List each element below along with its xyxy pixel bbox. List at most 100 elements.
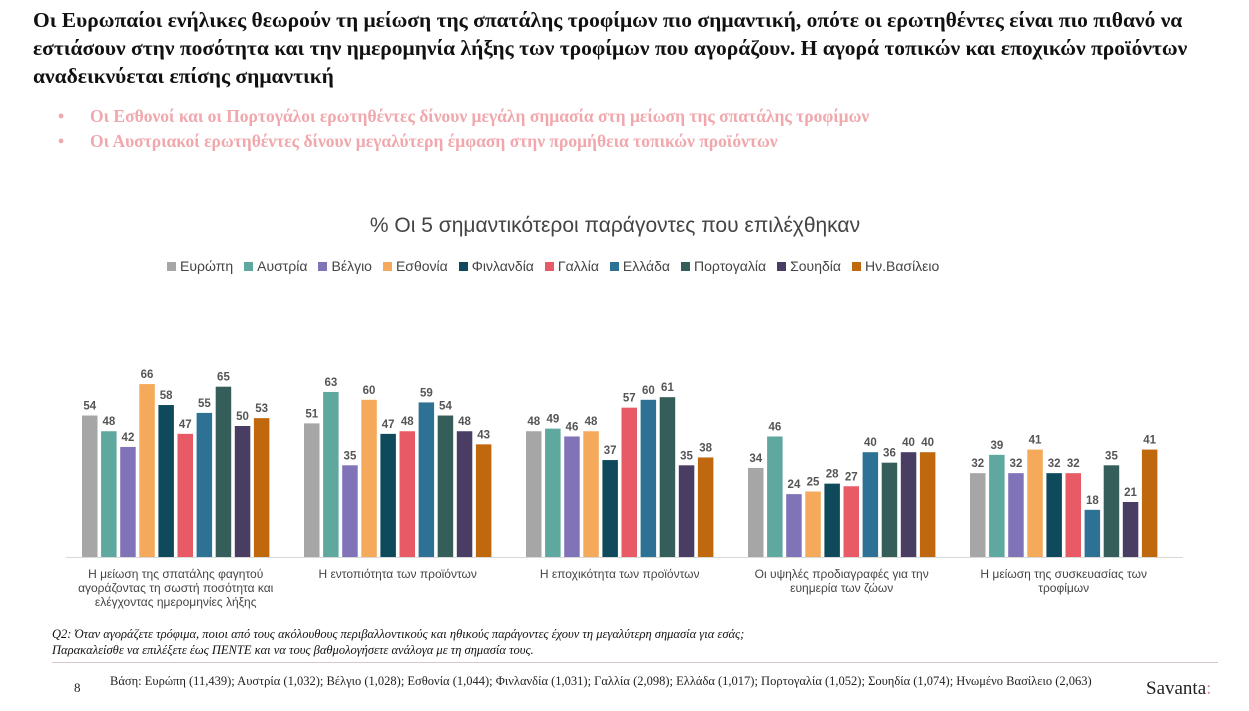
- data-label: 32: [1010, 458, 1023, 470]
- bar: [177, 433, 193, 557]
- bar: [621, 407, 637, 557]
- bar: [418, 402, 435, 557]
- data-label: 39: [990, 440, 1003, 452]
- bar: [526, 431, 542, 557]
- bar: [1065, 473, 1081, 557]
- legend-swatch: [544, 261, 554, 271]
- bar: [1027, 449, 1043, 557]
- data-label: 50: [236, 411, 249, 423]
- data-label: 18: [1086, 495, 1099, 507]
- data-label: 63: [324, 377, 337, 389]
- bar: [1122, 501, 1139, 557]
- legend-swatch: [458, 261, 468, 271]
- bar: [786, 494, 802, 557]
- data-label: 60: [642, 385, 655, 397]
- data-label: 28: [826, 469, 839, 481]
- legend-label: Εσθονία: [395, 258, 448, 274]
- legend-item: Ην.Βασίλειο: [852, 258, 939, 274]
- bar: [602, 460, 618, 557]
- key-finding-text: Οι Αυστριακοί ερωτηθέντες δίνουν μεγαλύτ…: [90, 131, 778, 151]
- data-label: 58: [160, 390, 173, 402]
- bullet-marker: •: [58, 131, 65, 151]
- bar: [82, 415, 98, 557]
- bar: [881, 462, 898, 557]
- bar: [215, 386, 232, 557]
- legend-item: Πορτογαλία: [681, 258, 766, 274]
- data-label: 40: [921, 437, 934, 449]
- data-label: 42: [122, 432, 135, 444]
- data-label: 53: [255, 403, 268, 415]
- data-label: 25: [807, 477, 820, 489]
- data-label: 38: [699, 442, 712, 454]
- legend-label: Ην.Βασίλειο: [865, 258, 940, 274]
- data-label: 48: [527, 416, 540, 428]
- chart-title: % Οι 5 σημαντικότεροι παράγοντες που επι…: [369, 214, 861, 237]
- data-label: 43: [477, 429, 490, 441]
- category-label: ευημερία των ζώων: [790, 581, 893, 595]
- key-findings: • Οι Εσθονοί και οι Πορτογάλοι ερωτηθέντε…: [58, 104, 1208, 154]
- key-finding: • Οι Εσθονοί και οι Πορτογάλοι ερωτηθέντε…: [58, 104, 1208, 129]
- category-label: Η μείωση της σπατάλης φαγητού: [88, 567, 263, 581]
- legend-item: Φινλανδία: [458, 258, 534, 274]
- bar: [640, 399, 657, 557]
- data-label: 65: [217, 372, 230, 384]
- bar: [437, 415, 454, 557]
- data-label: 49: [546, 414, 559, 426]
- legend-swatch: [681, 261, 691, 271]
- data-label: 40: [902, 437, 915, 449]
- bar: [843, 486, 859, 557]
- legend-swatch: [852, 261, 861, 271]
- bar: [900, 452, 917, 557]
- bar: [101, 431, 117, 557]
- data-label: 32: [971, 458, 984, 470]
- data-label: 57: [623, 393, 636, 405]
- savanta-logo: Savanta:: [1146, 678, 1211, 700]
- data-label: 60: [363, 385, 376, 397]
- key-finding: • Οι Αυστριακοί ερωτηθέντες δίνουν μεγαλύ…: [58, 129, 1208, 154]
- data-label: 37: [604, 445, 617, 457]
- legend-swatch: [318, 261, 328, 271]
- data-label: 55: [198, 398, 211, 410]
- question-footnote: Q2: Όταν αγοράζετε τρόφιμα, ποιοι από το…: [52, 626, 1212, 658]
- bar: [767, 436, 783, 557]
- category-label: αγοράζοντας τη σωστή ποσότητα και: [78, 581, 274, 595]
- data-label: 47: [382, 419, 395, 431]
- bar: [399, 431, 415, 557]
- bar: [1103, 465, 1120, 557]
- bar: [970, 473, 986, 557]
- bar: [456, 431, 473, 557]
- data-label: 21: [1124, 487, 1137, 499]
- legend-item: Ελλάδα: [609, 258, 671, 274]
- data-label: 48: [458, 416, 471, 428]
- question-text: Q2: Όταν αγοράζετε τρόφιμα, ποιοι από το…: [52, 627, 745, 641]
- data-label: 35: [680, 450, 693, 462]
- bar: [824, 483, 840, 557]
- legend-item: Σουηδία: [777, 258, 841, 274]
- bar: [583, 431, 599, 557]
- data-label: 32: [1048, 458, 1061, 470]
- bar: [919, 452, 936, 557]
- bar: [1046, 473, 1062, 557]
- bar: [564, 436, 580, 557]
- brand-name: Savanta: [1146, 678, 1207, 699]
- bar-chart: 54 48 42 66 58 47 55 65 50 53 Η μείωση της σπατάλη…: [66, 369, 1183, 609]
- category-label: Η εποχικότητα των προϊόντων: [540, 567, 700, 581]
- data-label: 54: [439, 401, 452, 413]
- bar: [380, 433, 396, 557]
- bar: [697, 457, 714, 557]
- question-instruction: Παρακαλείσθε να επιλέξετε έως ΠΕΝΤΕ και …: [52, 643, 534, 657]
- category-label: Η εντοπιότητα των προϊόντων: [318, 567, 476, 581]
- brand-mark: :: [1206, 678, 1212, 699]
- legend-item: Ευρώπη: [167, 258, 233, 274]
- bar: [862, 452, 879, 557]
- legend-label: Ελλάδα: [622, 258, 671, 274]
- data-label: 54: [83, 401, 96, 413]
- data-label: 27: [845, 471, 858, 483]
- footer-divider: [52, 662, 1218, 663]
- legend-label: Φινλανδία: [471, 258, 534, 274]
- data-label: 35: [344, 450, 357, 462]
- bar: [1008, 473, 1024, 557]
- chart-legend: Ευρώπη Αυστρία Βέλγιο Εσθονία Φινλανδία Γαλλί…: [167, 258, 950, 274]
- data-label: 24: [788, 479, 801, 491]
- legend-item: Αυστρία: [244, 258, 307, 274]
